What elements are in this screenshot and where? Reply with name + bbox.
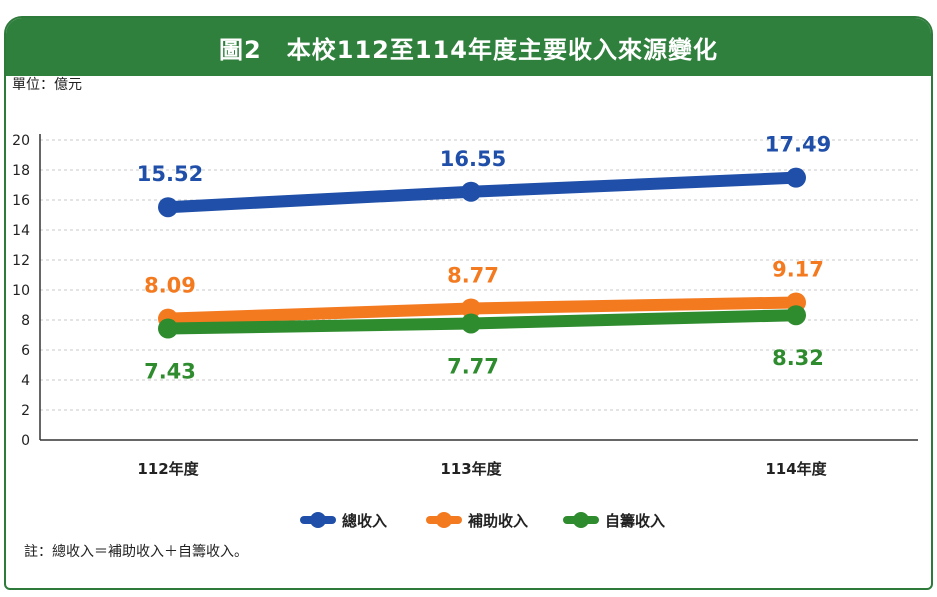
legend-swatch-dot bbox=[436, 512, 452, 528]
data-point bbox=[461, 298, 481, 319]
data-label: 17.49 bbox=[765, 133, 831, 157]
data-label: 16.55 bbox=[440, 147, 506, 171]
data-label: 9.17 bbox=[772, 257, 824, 281]
chart-header: 圖2 本校112至114年度主要收入來源變化 bbox=[6, 18, 931, 76]
y-tick-label: 10 bbox=[12, 283, 30, 299]
data-label: 15.52 bbox=[137, 162, 203, 186]
y-tick-label: 6 bbox=[21, 343, 30, 359]
grid-lines bbox=[40, 139, 918, 411]
data-label: 8.77 bbox=[447, 263, 499, 287]
y-tick-label: 16 bbox=[12, 193, 30, 209]
legend-swatch-dot bbox=[573, 512, 589, 528]
data-label: 7.43 bbox=[144, 360, 196, 384]
x-tick-label: 114年度 bbox=[765, 460, 827, 478]
y-tick-label: 4 bbox=[21, 373, 30, 389]
y-tick-label: 8 bbox=[21, 313, 30, 329]
series-layer bbox=[158, 167, 806, 339]
footnote: 註：總收入＝補助收入＋自籌收入。 bbox=[24, 544, 248, 560]
y-tick-label: 0 bbox=[21, 433, 30, 449]
data-point bbox=[786, 305, 806, 326]
data-point bbox=[786, 167, 806, 188]
data-point bbox=[158, 318, 178, 339]
data-labels: 15.52 16.55 17.49 8.09 8.77 9.17 7.43 7.77 8.32 bbox=[137, 133, 831, 384]
legend-label: 總收入 bbox=[342, 512, 387, 530]
y-tick-label: 20 bbox=[12, 133, 30, 149]
data-label: 7.77 bbox=[447, 354, 499, 378]
chart-title: 圖2 本校112至114年度主要收入來源變化 bbox=[219, 35, 718, 64]
x-tick-label: 112年度 bbox=[137, 460, 199, 478]
axes: 0 2 4 6 8 10 12 14 16 18 20 112年度 113年度 114年度 bbox=[12, 133, 918, 478]
data-point bbox=[461, 313, 481, 334]
data-label: 8.32 bbox=[772, 346, 824, 370]
unit-label: 單位：億元 bbox=[12, 77, 82, 93]
x-tick-label: 113年度 bbox=[440, 460, 502, 478]
y-tick-label: 18 bbox=[12, 163, 30, 179]
data-point bbox=[461, 181, 481, 202]
legend: 總收入 補助收入 自籌收入 bbox=[300, 512, 665, 530]
y-tick-label: 14 bbox=[12, 223, 30, 239]
data-label: 8.09 bbox=[144, 274, 196, 298]
series-line bbox=[162, 171, 802, 214]
y-tick-label: 2 bbox=[21, 403, 30, 419]
y-tick-label: 12 bbox=[12, 253, 30, 269]
legend-label: 補助收入 bbox=[467, 512, 528, 530]
legend-swatch-dot bbox=[310, 512, 326, 528]
legend-label: 自籌收入 bbox=[605, 512, 665, 530]
data-point bbox=[158, 197, 178, 218]
